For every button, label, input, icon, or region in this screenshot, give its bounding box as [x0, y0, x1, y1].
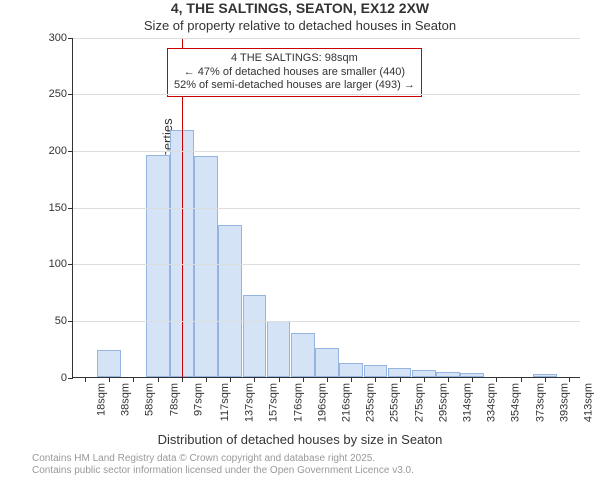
- y-tick-label: 150: [49, 202, 67, 214]
- x-tick-label: 58sqm: [144, 383, 156, 416]
- y-tick-mark: [68, 378, 73, 379]
- y-tick-label: 100: [49, 258, 67, 270]
- x-tick-mark: [85, 377, 86, 382]
- chart-title: 4, THE SALTINGS, SEATON, EX12 2XW: [0, 0, 600, 18]
- bar: [291, 333, 315, 377]
- x-tick-mark: [254, 377, 255, 382]
- x-tick-label: 117sqm: [219, 383, 231, 421]
- y-tick-label: 50: [55, 315, 67, 327]
- x-tick-mark: [158, 377, 159, 382]
- x-tick-mark: [327, 377, 328, 382]
- y-tick-label: 300: [49, 32, 67, 44]
- bar: [146, 155, 170, 377]
- y-tick-label: 0: [61, 372, 67, 384]
- x-tick-label: 78sqm: [168, 383, 180, 416]
- x-tick-label: 314sqm: [462, 383, 474, 422]
- x-tick-mark: [351, 377, 352, 382]
- y-tick-mark: [68, 151, 73, 152]
- x-tick-mark: [133, 377, 134, 382]
- x-tick-mark: [303, 377, 304, 382]
- x-tick-mark: [424, 377, 425, 382]
- x-axis-label: Distribution of detached houses by size …: [0, 432, 600, 447]
- annotation-line: 4 THE SALTINGS: 98sqm: [174, 52, 415, 66]
- y-tick-label: 200: [49, 145, 67, 157]
- grid-line: [73, 38, 580, 39]
- x-tick-mark: [375, 377, 376, 382]
- x-tick-label: 295sqm: [437, 383, 449, 422]
- x-tick-label: 235sqm: [365, 383, 377, 422]
- y-tick-mark: [68, 94, 73, 95]
- attribution-footer: Contains HM Land Registry data © Crown c…: [32, 453, 600, 477]
- bar: [364, 365, 388, 376]
- bar: [97, 350, 121, 377]
- x-tick-mark: [279, 377, 280, 382]
- y-tick-mark: [68, 321, 73, 322]
- y-tick-mark: [68, 38, 73, 39]
- annotation-line: ← 47% of detached houses are smaller (44…: [174, 66, 415, 80]
- x-tick-mark: [521, 377, 522, 382]
- chart-plot: 4 THE SALTINGS: 98sqm← 47% of detached h…: [72, 38, 580, 378]
- x-tick-mark: [496, 377, 497, 382]
- x-tick-label: 393sqm: [558, 383, 570, 422]
- bar: [412, 370, 436, 377]
- y-tick-mark: [68, 264, 73, 265]
- grid-line: [73, 151, 580, 152]
- bar: [315, 348, 339, 376]
- x-tick-label: 354sqm: [510, 383, 522, 422]
- x-tick-label: 334sqm: [486, 383, 498, 422]
- footer-line-1: Contains HM Land Registry data © Crown c…: [32, 453, 600, 465]
- x-tick-label: 196sqm: [316, 383, 328, 422]
- x-tick-mark: [230, 377, 231, 382]
- x-tick-mark: [109, 377, 110, 382]
- x-tick-mark: [545, 377, 546, 382]
- x-tick-label: 373sqm: [534, 383, 546, 422]
- chart-subtitle: Size of property relative to detached ho…: [0, 18, 600, 34]
- bar: [218, 225, 242, 377]
- bar: [194, 156, 218, 377]
- x-tick-mark: [182, 377, 183, 382]
- annotation-line: 52% of semi-detached houses are larger (…: [174, 79, 415, 93]
- x-tick-label: 255sqm: [389, 383, 401, 422]
- x-tick-label: 157sqm: [268, 383, 280, 422]
- y-tick-mark: [68, 208, 73, 209]
- grid-line: [73, 94, 580, 95]
- x-tick-label: 97sqm: [192, 383, 204, 416]
- x-tick-mark: [206, 377, 207, 382]
- annotation-box: 4 THE SALTINGS: 98sqm← 47% of detached h…: [167, 48, 422, 97]
- grid-line: [73, 321, 580, 322]
- y-tick-label: 250: [49, 88, 67, 100]
- x-tick-label: 275sqm: [413, 383, 425, 422]
- bar: [243, 295, 267, 377]
- grid-line: [73, 264, 580, 265]
- x-tick-label: 18sqm: [96, 383, 108, 416]
- plot-area: Number of detached properties 4 THE SALT…: [72, 38, 580, 378]
- bar: [388, 368, 412, 377]
- x-tick-label: 176sqm: [292, 383, 304, 422]
- x-tick-mark: [448, 377, 449, 382]
- x-tick-mark: [569, 377, 570, 382]
- x-tick-label: 137sqm: [244, 383, 256, 422]
- x-tick-label: 216sqm: [341, 383, 353, 422]
- bar: [339, 363, 363, 377]
- grid-line: [73, 208, 580, 209]
- bar: [267, 321, 291, 377]
- x-tick-mark: [400, 377, 401, 382]
- footer-line-2: Contains public sector information licen…: [32, 465, 600, 477]
- x-tick-mark: [472, 377, 473, 382]
- x-tick-label: 38sqm: [120, 383, 132, 416]
- x-tick-label: 413sqm: [582, 383, 594, 422]
